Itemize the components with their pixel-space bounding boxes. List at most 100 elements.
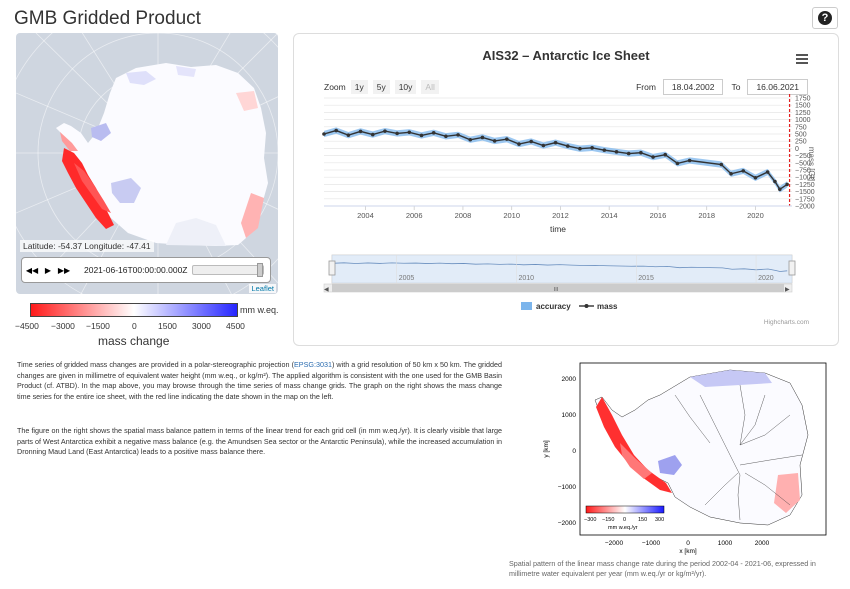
epsg-link[interactable]: EPSG:3031 [293, 360, 332, 369]
mass-point [719, 162, 724, 167]
description-paragraph-2: The figure on the right shows the spatia… [17, 426, 502, 456]
x-tick-label: 2008 [455, 211, 472, 220]
to-date-input[interactable]: 16.06.2021 [747, 79, 808, 95]
fig-xtick: 1000 [718, 540, 733, 547]
page-title: GMB Gridded Product [14, 8, 201, 29]
y-tick-label: −1750 [795, 196, 815, 203]
map-canvas[interactable] [16, 33, 278, 294]
from-date-input[interactable]: 18.04.2002 [662, 79, 724, 95]
coordinate-readout: Latitude: -54.37 Longitude: -47.41 [20, 240, 154, 252]
mass-point [578, 146, 582, 151]
colorbar-tick: 4500 [226, 321, 245, 331]
mass-point [651, 155, 655, 159]
navigator-handle-right[interactable] [788, 260, 796, 276]
map-panel[interactable]: Latitude: -54.37 Longitude: -47.41 ◀◀ ▶ … [16, 33, 278, 294]
mass-point [663, 152, 668, 157]
fig-ytick: −2000 [558, 520, 577, 527]
time-slider-handle[interactable] [257, 263, 263, 277]
colorbar-tick: 3000 [192, 321, 211, 331]
mass-point [773, 179, 777, 184]
accuracy-band [324, 127, 788, 193]
mass-point [741, 169, 746, 173]
scrollbar-left-arrow[interactable]: ◀ [324, 287, 329, 293]
navigator-scrollbar-thumb[interactable] [332, 284, 784, 292]
colorbar-tick: −3000 [51, 321, 75, 331]
mass-point [492, 139, 497, 143]
y-tick-label: −250 [795, 153, 811, 160]
x-axis-label: time [550, 224, 566, 234]
mass-point [407, 130, 412, 135]
legend-accuracy-swatch[interactable] [521, 302, 532, 310]
mass-point [334, 128, 338, 133]
map-timestamp: 2021-06-16T00:00:00.000Z [84, 265, 188, 275]
mass-point [553, 140, 558, 145]
mass-point [778, 187, 782, 192]
highcharts-credits[interactable]: Highcharts.com [764, 319, 809, 326]
mass-point [529, 139, 533, 144]
fig-ytick: 0 [572, 448, 576, 455]
mass-point [602, 148, 607, 152]
mass-point [729, 171, 733, 176]
zoom-10y-button[interactable]: 10y [394, 80, 417, 94]
navigator-selection[interactable] [332, 255, 792, 283]
fig-ylabel: y [km] [543, 440, 550, 458]
hamburger-menu-icon[interactable] [796, 54, 808, 66]
mass-point [517, 142, 521, 146]
navigator-tick-label: 2010 [518, 275, 534, 282]
step-forward-icon[interactable]: ▶▶ [57, 265, 71, 275]
question-circle-icon: ? [818, 11, 832, 25]
figure-caption: Spatial pattern of the linear mass chang… [509, 559, 816, 578]
mass-line [323, 129, 788, 191]
play-icon[interactable]: ▶ [44, 265, 52, 275]
scrollbar-grip: III [554, 287, 559, 293]
mass-point [590, 146, 594, 150]
legend-mass-label[interactable]: mass [597, 302, 618, 311]
navigator-series [331, 262, 788, 272]
leaflet-attribution[interactable]: Leaflet [249, 284, 276, 293]
zoom-all-button[interactable]: All [421, 80, 439, 94]
zoom-label: Zoom [324, 82, 346, 92]
navigator-tick-label: 2020 [758, 275, 774, 282]
fig-ytick: −1000 [558, 484, 577, 491]
navigator-handle-left[interactable] [328, 260, 336, 276]
mass-point [395, 131, 399, 136]
colorbar-tick: −4500 [15, 321, 39, 331]
fig-ytick: 2000 [562, 376, 577, 383]
date-range: From 18.04.2002 To 16.06.2021 [636, 79, 808, 95]
mass-point [444, 134, 448, 139]
mass-point [614, 150, 619, 154]
mass-point [456, 133, 460, 137]
cbar-tick: 300 [655, 517, 664, 523]
x-tick-label: 2016 [650, 211, 667, 220]
colorbar-label: mass change [98, 334, 170, 348]
trend-figure: −300 −150 0 150 300 mm w.eq./yr 2000 100… [543, 362, 827, 555]
mass-point [675, 161, 680, 166]
y-tick-label: −1500 [795, 189, 815, 196]
y-tick-label: −1250 [795, 182, 815, 189]
step-back-icon[interactable]: ◀◀ [25, 265, 39, 275]
fig-xlabel: x [km] [679, 548, 697, 555]
navigator-tick-label: 2005 [399, 275, 415, 282]
mass-point [541, 143, 546, 148]
cbar-tick: −300 [584, 517, 596, 523]
legend-accuracy-label[interactable]: accuracy [536, 302, 571, 311]
mass-point [765, 170, 770, 174]
mass-point [358, 129, 363, 134]
x-tick-label: 2010 [503, 211, 520, 220]
colorbar-tick: −1500 [86, 321, 110, 331]
mass-point [419, 133, 424, 138]
antarctica-landmass [56, 63, 268, 246]
fig-xtick: 0 [686, 540, 690, 547]
help-button[interactable]: ? [812, 7, 838, 29]
from-label: From [636, 82, 656, 92]
cbar-unit: mm w.eq./yr [608, 525, 638, 531]
mass-point [480, 135, 485, 140]
y-tick-label: −2000 [795, 204, 815, 211]
time-slider[interactable] [192, 263, 264, 277]
x-tick-label: 2012 [552, 211, 569, 220]
scrollbar-right-arrow[interactable]: ▶ [785, 287, 790, 293]
zoom-5y-button[interactable]: 5y [372, 80, 390, 94]
mass-point [346, 133, 351, 137]
zoom-1y-button[interactable]: 1y [350, 80, 368, 94]
timeseries-chart[interactable]: 2004 2006 2008 2010 2012 2014 2016 2018 2020 175… [294, 34, 840, 347]
